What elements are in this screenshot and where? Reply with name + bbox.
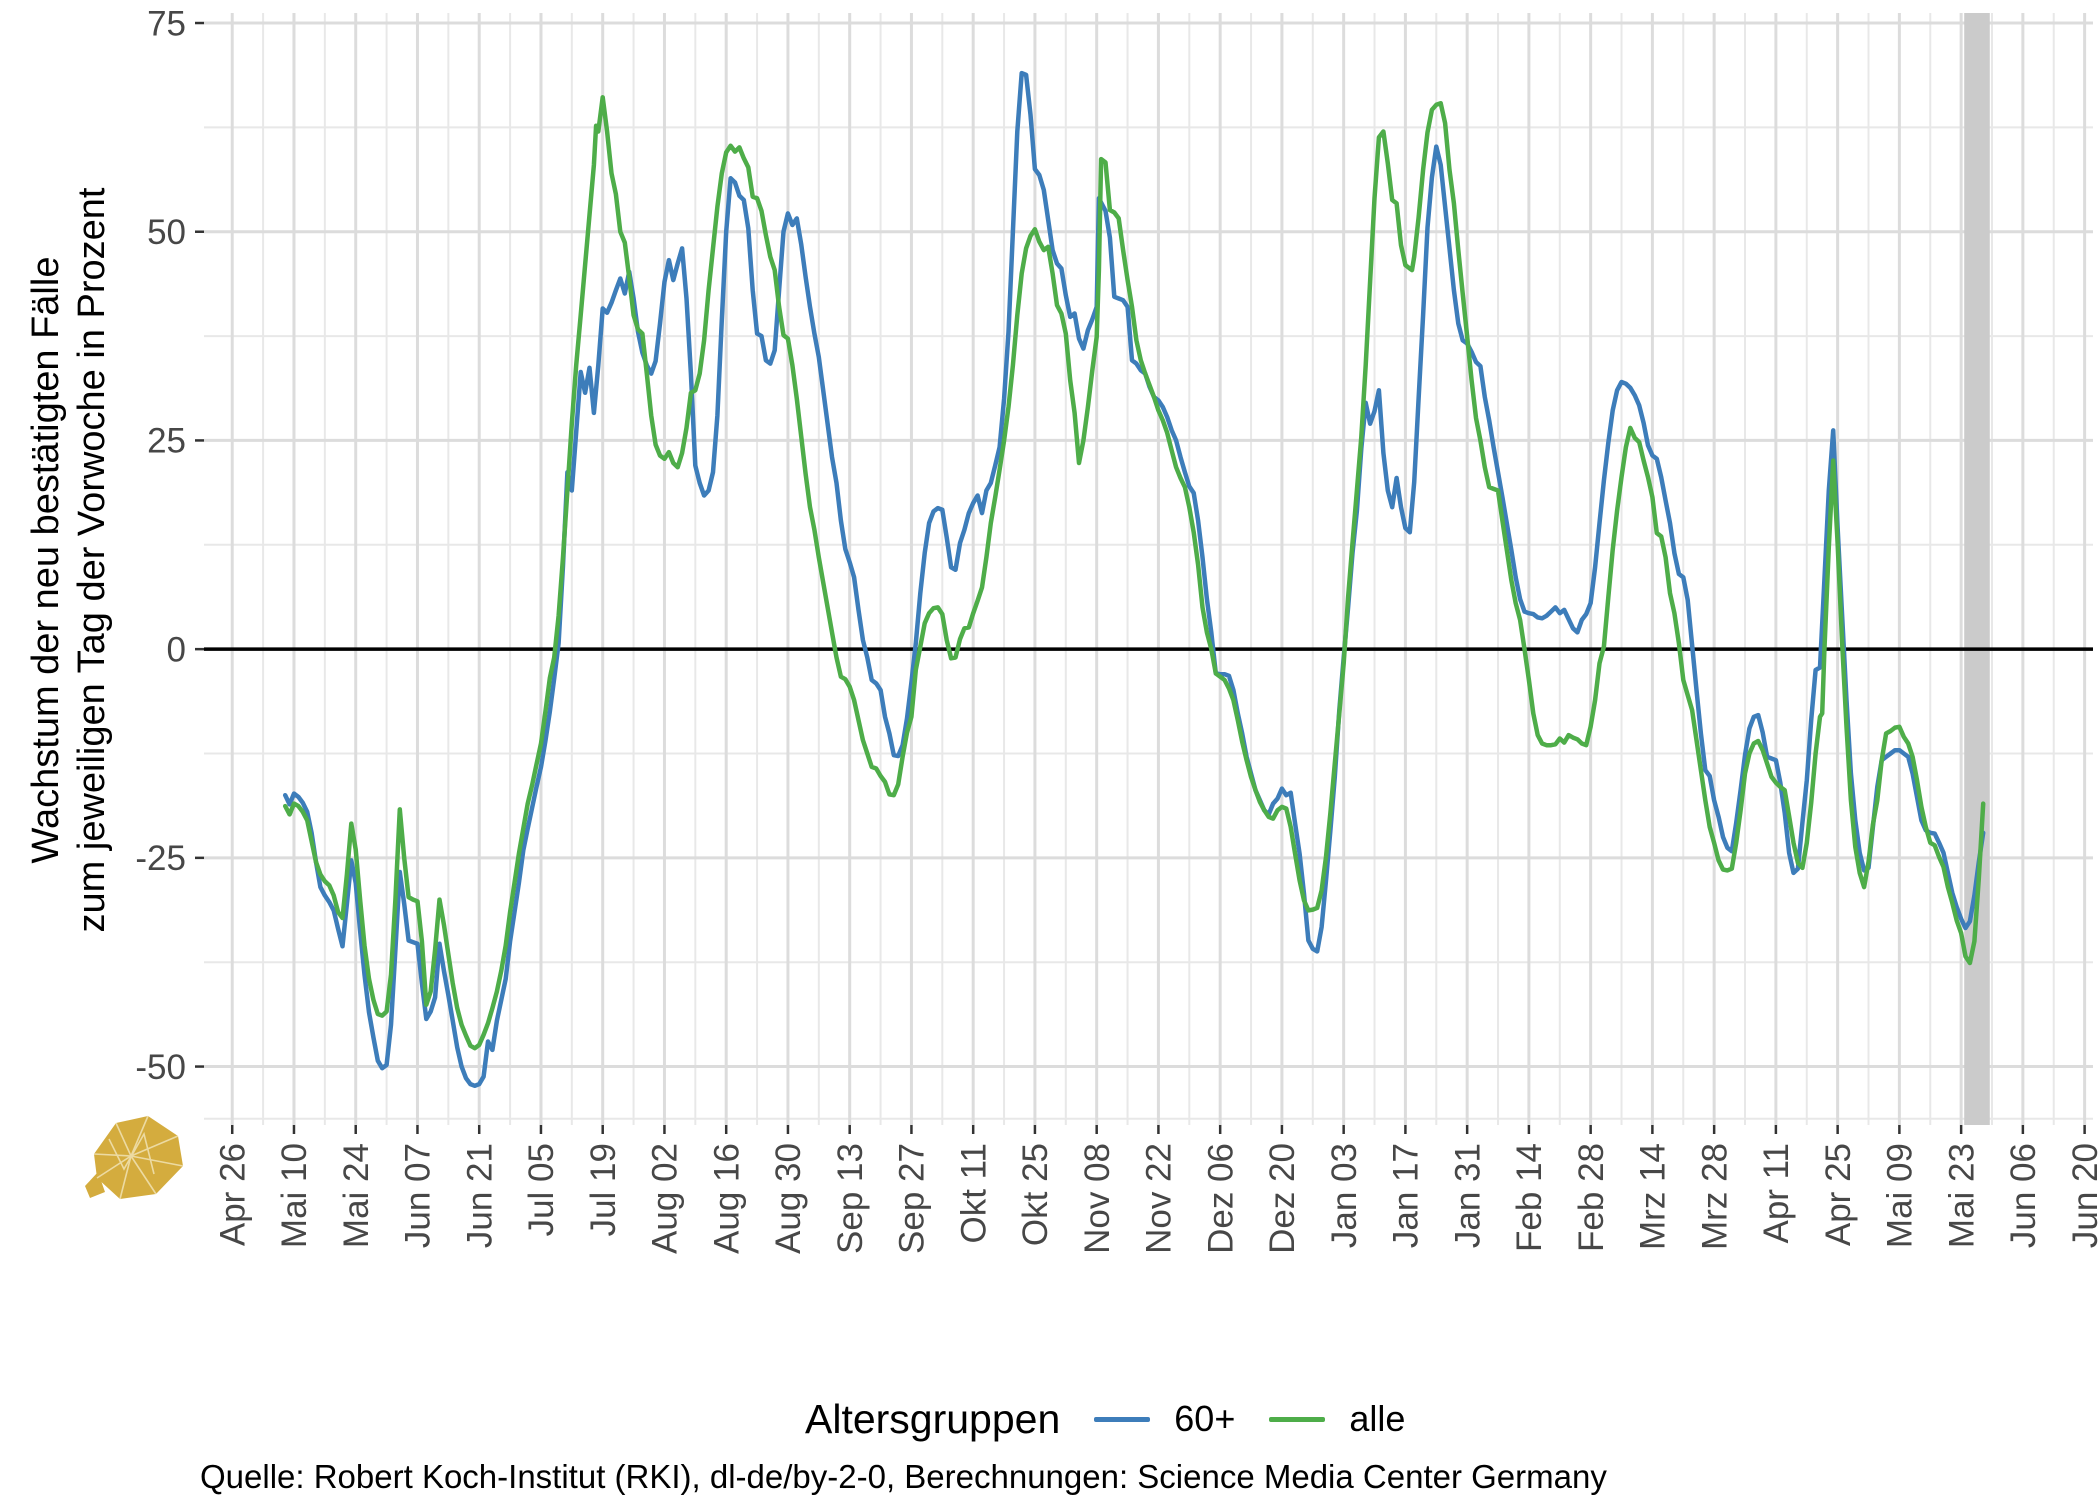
- axis-labels: Apr 26 Mai 10 Mai 24 Jun 07 Jun 21 Jul 05 Jul …: [135, 4, 2100, 1254]
- legend-swatch-alle: [1269, 1416, 1326, 1422]
- x-tick-label: Okt 25: [1016, 1143, 1055, 1246]
- legend-item-alle: alle: [1269, 1398, 1405, 1440]
- x-tick-label: Jun 07: [399, 1143, 438, 1248]
- smc-logo-icon: [85, 1115, 184, 1200]
- x-tick-label: Aug 02: [646, 1143, 685, 1254]
- x-tick-label: Mai 10: [275, 1143, 314, 1248]
- x-tick-label: Mai 24: [337, 1143, 376, 1248]
- x-tick-label: Jun 20: [2066, 1143, 2100, 1248]
- y-tick-label: 50: [147, 213, 186, 252]
- x-tick-label: Sep 27: [893, 1143, 932, 1254]
- legend-item-60plus: 60+: [1094, 1398, 1235, 1440]
- x-tick-label: Feb 14: [1510, 1143, 1549, 1252]
- x-tick-label: Feb 28: [1572, 1143, 1611, 1252]
- y-axis-title-line1: Wachstum der neu bestätigten Fälle: [25, 256, 68, 864]
- legend-label-60plus: 60+: [1174, 1398, 1236, 1439]
- y-axis-title-line2: zum jeweiligen Tag der Vorwoche in Proze…: [71, 187, 113, 933]
- recent-data-band: [1964, 13, 1990, 1125]
- legend-label-alle: alle: [1349, 1398, 1406, 1439]
- x-tick-label: Jun 21: [460, 1143, 499, 1248]
- y-tick-label: 25: [147, 422, 186, 461]
- legend-title: Altersgruppen: [805, 1395, 1061, 1442]
- y-tick-label: -25: [135, 839, 186, 878]
- y-tick-label: -50: [135, 1048, 186, 1087]
- x-tick-label: Apr 25: [1819, 1143, 1858, 1246]
- y-axis-title: Wachstum der neu bestätigten Fälle zum j…: [0, 40, 140, 1080]
- y-tick-label: 75: [147, 4, 186, 43]
- x-tick-label: Jul 05: [522, 1143, 561, 1236]
- x-tick-label: Mrz 14: [1634, 1143, 1673, 1250]
- x-tick-label: Dez 06: [1201, 1143, 1240, 1254]
- x-tick-label: Jan 17: [1387, 1143, 1426, 1248]
- source-caption: Quelle: Robert Koch-Institut (RKI), dl-d…: [200, 1458, 1607, 1495]
- legend-swatch-60plus: [1094, 1416, 1151, 1422]
- x-tick-label: Nov 08: [1078, 1143, 1117, 1254]
- x-tick-label: Apr 26: [213, 1143, 252, 1246]
- x-tick-label: Apr 11: [1757, 1143, 1796, 1244]
- x-tick-label: Mrz 28: [1695, 1143, 1734, 1250]
- x-tick-label: Sep 13: [831, 1143, 870, 1254]
- legend: Altersgruppen 60+ alle: [805, 1390, 1405, 1448]
- x-tick-label: Aug 30: [769, 1143, 808, 1254]
- x-tick-label: Jul 19: [584, 1143, 623, 1236]
- x-tick-label: Nov 22: [1140, 1143, 1179, 1254]
- y-tick-label: 0: [167, 630, 186, 669]
- x-tick-label: Jun 06: [2004, 1143, 2043, 1248]
- x-tick-label: Dez 20: [1263, 1143, 1302, 1254]
- x-tick-label: Mai 23: [1942, 1143, 1981, 1248]
- x-tick-label: Okt 11: [954, 1143, 993, 1244]
- x-tick-label: Mai 09: [1881, 1143, 1920, 1248]
- x-tick-label: Aug 16: [707, 1143, 746, 1254]
- series-line-alle: [282, 95, 1986, 1051]
- x-tick-label: Jan 31: [1448, 1143, 1487, 1248]
- x-tick-label: Jan 03: [1325, 1143, 1364, 1248]
- gridlines: [204, 13, 2093, 1125]
- chart-plot-area: Apr 26 Mai 10 Mai 24 Jun 07 Jun 21 Jul 05 Jul …: [135, 4, 2100, 1254]
